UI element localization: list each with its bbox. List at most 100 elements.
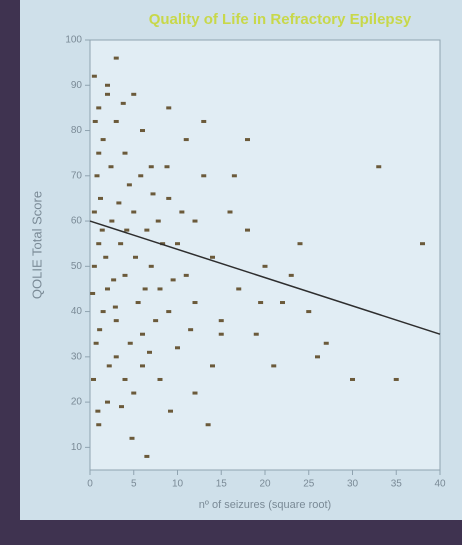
point bbox=[148, 264, 154, 268]
point bbox=[131, 210, 137, 214]
point bbox=[131, 92, 137, 96]
point bbox=[245, 228, 250, 232]
y-tick-label: 10 bbox=[71, 442, 83, 453]
point bbox=[108, 165, 114, 169]
point bbox=[166, 196, 172, 200]
y-axis-label: QOLIE Total Score bbox=[29, 191, 44, 299]
point bbox=[376, 165, 382, 169]
x-axis-label: nº of seizures (square root) bbox=[199, 499, 331, 511]
point bbox=[138, 174, 144, 178]
point bbox=[166, 310, 172, 314]
point bbox=[91, 74, 97, 78]
y-tick-label: 50 bbox=[71, 261, 83, 272]
point bbox=[227, 210, 233, 214]
point bbox=[106, 364, 112, 368]
point bbox=[288, 273, 294, 277]
y-tick-label: 70 bbox=[71, 170, 83, 181]
point bbox=[155, 219, 161, 223]
point bbox=[144, 228, 150, 232]
point bbox=[97, 328, 103, 332]
point bbox=[245, 138, 250, 142]
point bbox=[124, 228, 130, 232]
point bbox=[118, 242, 124, 246]
point bbox=[420, 242, 425, 246]
point bbox=[113, 119, 119, 123]
point bbox=[122, 273, 128, 277]
y-tick-label: 90 bbox=[71, 80, 83, 91]
point bbox=[164, 165, 170, 169]
x-tick-label: 20 bbox=[259, 479, 271, 490]
point bbox=[144, 454, 150, 458]
point bbox=[175, 242, 180, 246]
point bbox=[218, 332, 224, 336]
point bbox=[140, 364, 145, 368]
point bbox=[100, 138, 106, 142]
point bbox=[126, 183, 132, 187]
point bbox=[95, 409, 101, 413]
point bbox=[253, 332, 259, 336]
trend-line bbox=[89, 220, 441, 335]
point bbox=[142, 287, 148, 291]
point bbox=[113, 56, 119, 60]
point bbox=[315, 355, 320, 359]
point bbox=[90, 291, 96, 295]
y-tick-label: 20 bbox=[71, 397, 83, 408]
point bbox=[271, 364, 277, 368]
point bbox=[105, 83, 110, 87]
point bbox=[179, 210, 185, 214]
point bbox=[160, 242, 166, 246]
point bbox=[122, 151, 128, 155]
point bbox=[131, 391, 137, 395]
point bbox=[94, 174, 100, 178]
point bbox=[192, 219, 198, 223]
point bbox=[297, 242, 303, 246]
point bbox=[91, 377, 96, 381]
point bbox=[148, 165, 154, 169]
point bbox=[105, 92, 110, 96]
y-tick-label: 80 bbox=[71, 125, 83, 136]
point bbox=[99, 228, 105, 232]
point bbox=[105, 400, 110, 404]
point bbox=[133, 255, 138, 259]
point bbox=[98, 196, 103, 200]
point bbox=[100, 310, 106, 314]
point bbox=[113, 355, 119, 359]
point bbox=[218, 319, 224, 323]
point bbox=[150, 192, 156, 196]
point bbox=[350, 377, 355, 381]
point bbox=[262, 264, 268, 268]
point bbox=[93, 341, 99, 345]
point bbox=[113, 319, 119, 323]
point bbox=[183, 138, 189, 142]
point bbox=[122, 377, 128, 381]
x-tick-label: 25 bbox=[303, 479, 315, 490]
point bbox=[258, 301, 264, 305]
point bbox=[91, 264, 97, 268]
x-tick-label: 10 bbox=[172, 479, 184, 490]
point bbox=[231, 174, 237, 178]
point bbox=[112, 305, 118, 309]
point bbox=[103, 255, 109, 259]
point bbox=[192, 301, 198, 305]
plot-area bbox=[89, 39, 441, 471]
point bbox=[147, 350, 152, 354]
point bbox=[323, 341, 329, 345]
point bbox=[127, 341, 133, 345]
y-tick-label: 40 bbox=[71, 306, 83, 317]
x-tick-label: 40 bbox=[434, 479, 446, 490]
point bbox=[157, 287, 163, 291]
point bbox=[96, 106, 102, 110]
point bbox=[236, 287, 242, 291]
point bbox=[175, 346, 180, 350]
y-tick-label: 30 bbox=[71, 351, 83, 362]
point bbox=[170, 278, 176, 282]
chart-title: Quality of Life in Refractory Epilepsy bbox=[149, 11, 412, 28]
point bbox=[210, 255, 215, 259]
point bbox=[116, 201, 122, 205]
point bbox=[96, 423, 102, 427]
point bbox=[91, 210, 97, 214]
point bbox=[201, 174, 207, 178]
point bbox=[111, 278, 117, 282]
